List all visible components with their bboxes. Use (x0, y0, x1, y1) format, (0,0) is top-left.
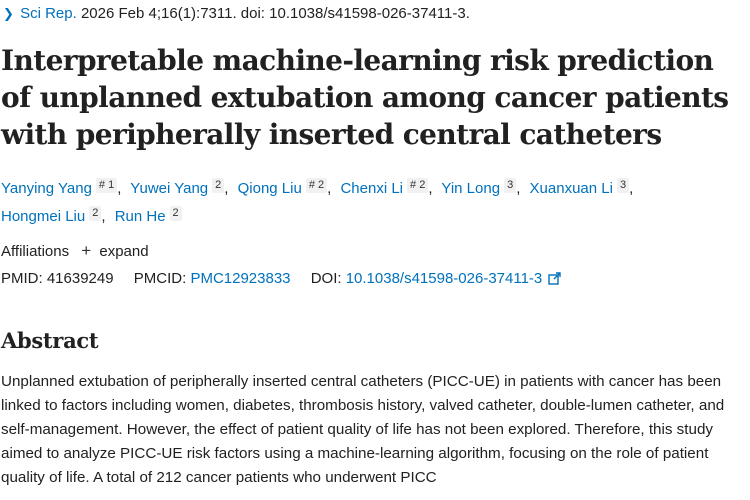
expand-button[interactable]: expand (99, 243, 149, 260)
author-link[interactable]: Run He (114, 208, 166, 225)
affiliation-marker[interactable]: # 2 (407, 178, 429, 193)
chevron-right-icon: ❯ (3, 6, 14, 21)
journal-link[interactable]: Sci Rep. (20, 5, 77, 22)
author-item: Qiong Liu # 2, (237, 178, 332, 197)
affiliation-marker[interactable]: # 1 (95, 178, 118, 193)
affiliation-marker[interactable]: 3 (616, 178, 630, 193)
pmcid-link[interactable]: PMC12923833 (190, 270, 291, 287)
author-list: Yanying Yang # 1, Yuwei Yang 2, Qiong Liu #… (1, 175, 746, 231)
author-link[interactable]: Yanying Yang (1, 180, 92, 197)
author-item: Yuwei Yang 2, (130, 178, 229, 197)
pmid-value: 41639249 (46, 270, 114, 287)
author-item: Yanying Yang # 1, (1, 178, 122, 197)
affiliations-label: Affiliations (1, 243, 70, 260)
affiliations-row: Affiliations + expand (1, 241, 149, 262)
author-link[interactable]: Hongmei Liu (1, 208, 86, 225)
affiliation-marker[interactable]: # 2 (305, 178, 328, 193)
author-item: Hongmei Liu 2, (1, 206, 106, 225)
citation-line: ❯ Sci Rep. 2026 Feb 4;16(1):7311. doi: 1… (3, 4, 470, 24)
affiliation-marker[interactable]: 2 (169, 206, 182, 221)
author-link[interactable]: Xuanxuan Li (529, 180, 613, 197)
affiliation-marker[interactable]: 2 (89, 206, 102, 221)
external-link-icon[interactable] (548, 271, 562, 291)
article-title: Interpretable machine-learning risk pred… (1, 44, 729, 151)
pmcid-label: PMCID: (133, 270, 187, 287)
author-item: Yin Long 3, (441, 178, 521, 197)
affiliation-marker[interactable]: 3 (504, 178, 517, 193)
abstract-heading: Abstract (1, 328, 99, 353)
affiliation-marker[interactable]: 2 (212, 178, 225, 193)
plus-icon[interactable]: + (81, 241, 92, 260)
author-link[interactable]: Qiong Liu (237, 180, 302, 197)
author-link[interactable]: Chenxi Li (340, 180, 404, 197)
author-item: Chenxi Li # 2, (340, 178, 433, 197)
doi-label: DOI: (310, 270, 342, 287)
citation-details: 2026 Feb 4;16(1):7311. doi: 10.1038/s415… (80, 5, 470, 22)
pmid-label: PMID: (1, 270, 43, 287)
doi-link[interactable]: 10.1038/s41598-026-37411-3 (345, 270, 543, 287)
author-item: Xuanxuan Li 3, (529, 178, 634, 197)
author-link[interactable]: Yuwei Yang (130, 180, 209, 197)
author-item: Run He 2 (114, 206, 182, 225)
abstract-text: Unplanned extubation of peripherally ins… (1, 373, 725, 486)
identifiers-row: PMID: 41639249 PMCID: PMC12923833 DOI: 1… (1, 269, 562, 291)
author-link[interactable]: Yin Long (441, 180, 501, 197)
